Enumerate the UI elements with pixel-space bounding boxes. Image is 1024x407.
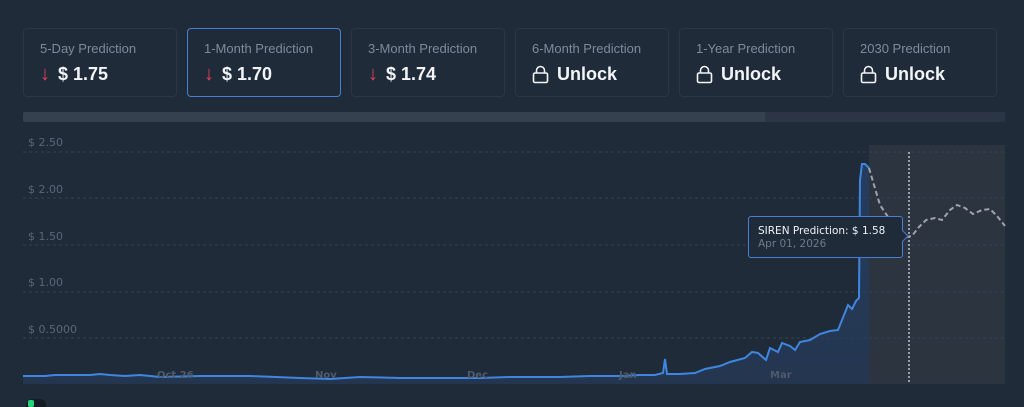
card-3-month-prediction[interactable]: 3-Month Prediction ↓ $ 1.74: [351, 28, 505, 97]
forecast-region: [869, 145, 1005, 384]
y-tick: $ 0.5000: [28, 323, 77, 336]
y-tick: $ 2.50: [28, 136, 63, 149]
card-label: 2030 Prediction: [860, 41, 951, 56]
card-label: 5-Day Prediction: [40, 41, 137, 56]
chart-range-scrollbar[interactable]: [23, 112, 1005, 122]
chart-tooltip: SIREN Prediction: $ 1.58 Apr 01, 2026: [748, 216, 909, 258]
card-2030-prediction[interactable]: 2030 Prediction Unlock: [843, 28, 997, 97]
x-tick: Mar: [770, 370, 792, 381]
card-value: $ 1.75: [58, 64, 109, 84]
prediction-cards: 5-Day Prediction ↓ $ 1.75 1-Month Predic…: [23, 28, 997, 97]
logo-icon: [26, 399, 46, 407]
price-line: [23, 163, 870, 381]
card-5-day-prediction[interactable]: 5-Day Prediction ↓ $ 1.75: [23, 28, 177, 97]
card-value: $ 1.74: [386, 64, 437, 84]
card-label: 3-Month Prediction: [368, 41, 478, 56]
x-tick: Jan: [619, 370, 637, 381]
lock-icon: [532, 65, 549, 83]
unlock-button[interactable]: Unlock: [557, 64, 618, 84]
card-label: 1-Month Prediction: [204, 41, 314, 56]
tooltip-date: Apr 01, 2026: [758, 238, 827, 250]
card-1-month-prediction[interactable]: 1-Month Prediction ↓ $ 1.70: [187, 28, 341, 97]
y-tick: $ 2.00: [28, 183, 63, 196]
price-chart[interactable]: $ 2.50 $ 2.00 $ 1.50 $ 1.00 $ 0.5000 Oct…: [0, 130, 1024, 405]
chart-plot: [23, 145, 1006, 384]
y-tick: $ 1.00: [28, 276, 63, 289]
card-label: 6-Month Prediction: [532, 41, 642, 56]
lock-icon: [696, 65, 713, 83]
card-label: 1-Year Prediction: [696, 41, 796, 56]
unlock-button[interactable]: Unlock: [885, 64, 946, 84]
card-1-year-prediction[interactable]: 1-Year Prediction Unlock: [679, 28, 833, 97]
arrow-down-icon: ↓: [204, 63, 214, 85]
card-6-month-prediction[interactable]: 6-Month Prediction Unlock: [515, 28, 669, 97]
unlock-button[interactable]: Unlock: [721, 64, 782, 84]
x-tick: Dec: [467, 370, 489, 381]
x-tick: Nov: [315, 370, 337, 381]
tooltip-title: SIREN Prediction: $ 1.58: [758, 225, 886, 237]
arrow-down-icon: ↓: [40, 63, 50, 85]
lock-icon: [860, 65, 877, 83]
card-value: $ 1.70: [222, 64, 273, 84]
chart-range-scrollbar-thumb[interactable]: [23, 112, 765, 122]
y-tick: $ 1.50: [28, 230, 63, 243]
arrow-down-icon: ↓: [368, 63, 378, 85]
x-tick: Oct 26: [157, 370, 194, 381]
